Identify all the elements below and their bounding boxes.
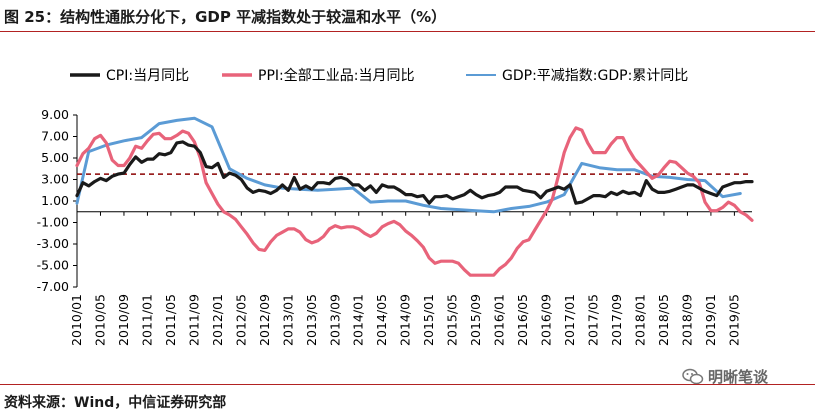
x-tick-label: 2015/09 [468,294,483,346]
x-tick-label: 2018/09 [679,294,694,346]
x-tick-label: 2016/09 [539,294,554,346]
x-tick-label: 2017/01 [562,294,577,346]
x-tick-label: 2015/01 [421,294,436,346]
x-axis: 2010/01 2010/05 2010/09 2011/01 2011/05 2011/… [69,211,752,346]
chart-legend: CPI:当月同比 PPI:全部工业品:当月同比 GDP:平减指数:GDP:累计同比 [70,67,688,84]
x-tick-label: 2018/05 [656,294,671,346]
series-line-2 [75,126,754,277]
legend-label-2: PPI:全部工业品:当月同比 [258,67,414,84]
y-tick-label: -7.00 [37,279,69,294]
x-tick-label: 2011/05 [163,294,178,346]
y-tick-label: -3.00 [37,236,69,251]
x-tick-label: 2014/05 [374,294,389,346]
watermark-text: 明晰笔谈 [708,368,769,386]
x-tick-label: 2016/01 [492,294,507,346]
x-tick-label: 2014/01 [351,294,366,346]
y-tick-label: 1.00 [41,193,69,208]
x-tick-label: 2017/05 [586,294,601,346]
x-tick-label: 2010/01 [69,294,84,346]
y-tick-label: 5.00 [41,150,69,165]
x-tick-label: 2018/01 [632,294,647,346]
x-tick-label: 2013/09 [327,294,342,346]
x-tick-label: 2012/05 [233,294,248,346]
y-tick-label: 3.00 [41,172,69,187]
y-tick-label: -1.00 [37,215,69,230]
source-divider [0,384,815,385]
x-tick-label: 2012/01 [210,294,225,346]
x-tick-label: 2010/09 [116,294,131,346]
legend-label-1: CPI:当月同比 [106,68,189,84]
x-tick-label: 2016/05 [515,294,530,346]
watermark: 明晰笔谈 [682,366,768,387]
chart-title: 图 25：结构性通胀分化下，GDP 平减指数处于较温和水平（%） [4,8,447,26]
series-layer [75,116,754,277]
y-tick-label: 7.00 [41,129,69,144]
x-tick-label: 2013/01 [280,294,295,346]
x-tick-label: 2011/01 [139,294,154,346]
line-chart: CPI:当月同比 PPI:全部工业品:当月同比 GDP:平减指数:GDP:累计同比 … [37,67,754,346]
x-tick-label: 2010/05 [92,294,107,346]
y-tick-label: 9.00 [41,107,69,122]
source-note: 资料来源：Wind，中信证券研究部 [4,395,227,411]
x-tick-label: 2014/09 [398,294,413,346]
y-axis: 9.00 7.00 5.00 3.00 1.00 -1.00 -3.00 -5.00 -7.00 [37,107,78,294]
x-tick-label: 2017/09 [609,294,624,346]
x-tick-label: 2011/09 [186,294,201,346]
x-tick-label: 2019/01 [703,294,718,346]
x-tick-label: 2019/05 [726,294,741,346]
series-line-1 [75,140,754,205]
legend-label-3: GDP:平减指数:GDP:累计同比 [502,68,688,84]
title-divider [0,31,815,32]
x-tick-label: 2013/05 [304,294,319,346]
x-tick-label: 2012/09 [257,294,272,346]
wechat-icon [682,368,704,384]
y-tick-label: -5.00 [37,258,69,273]
x-tick-label: 2015/05 [445,294,460,346]
series-line-3 [75,116,742,214]
